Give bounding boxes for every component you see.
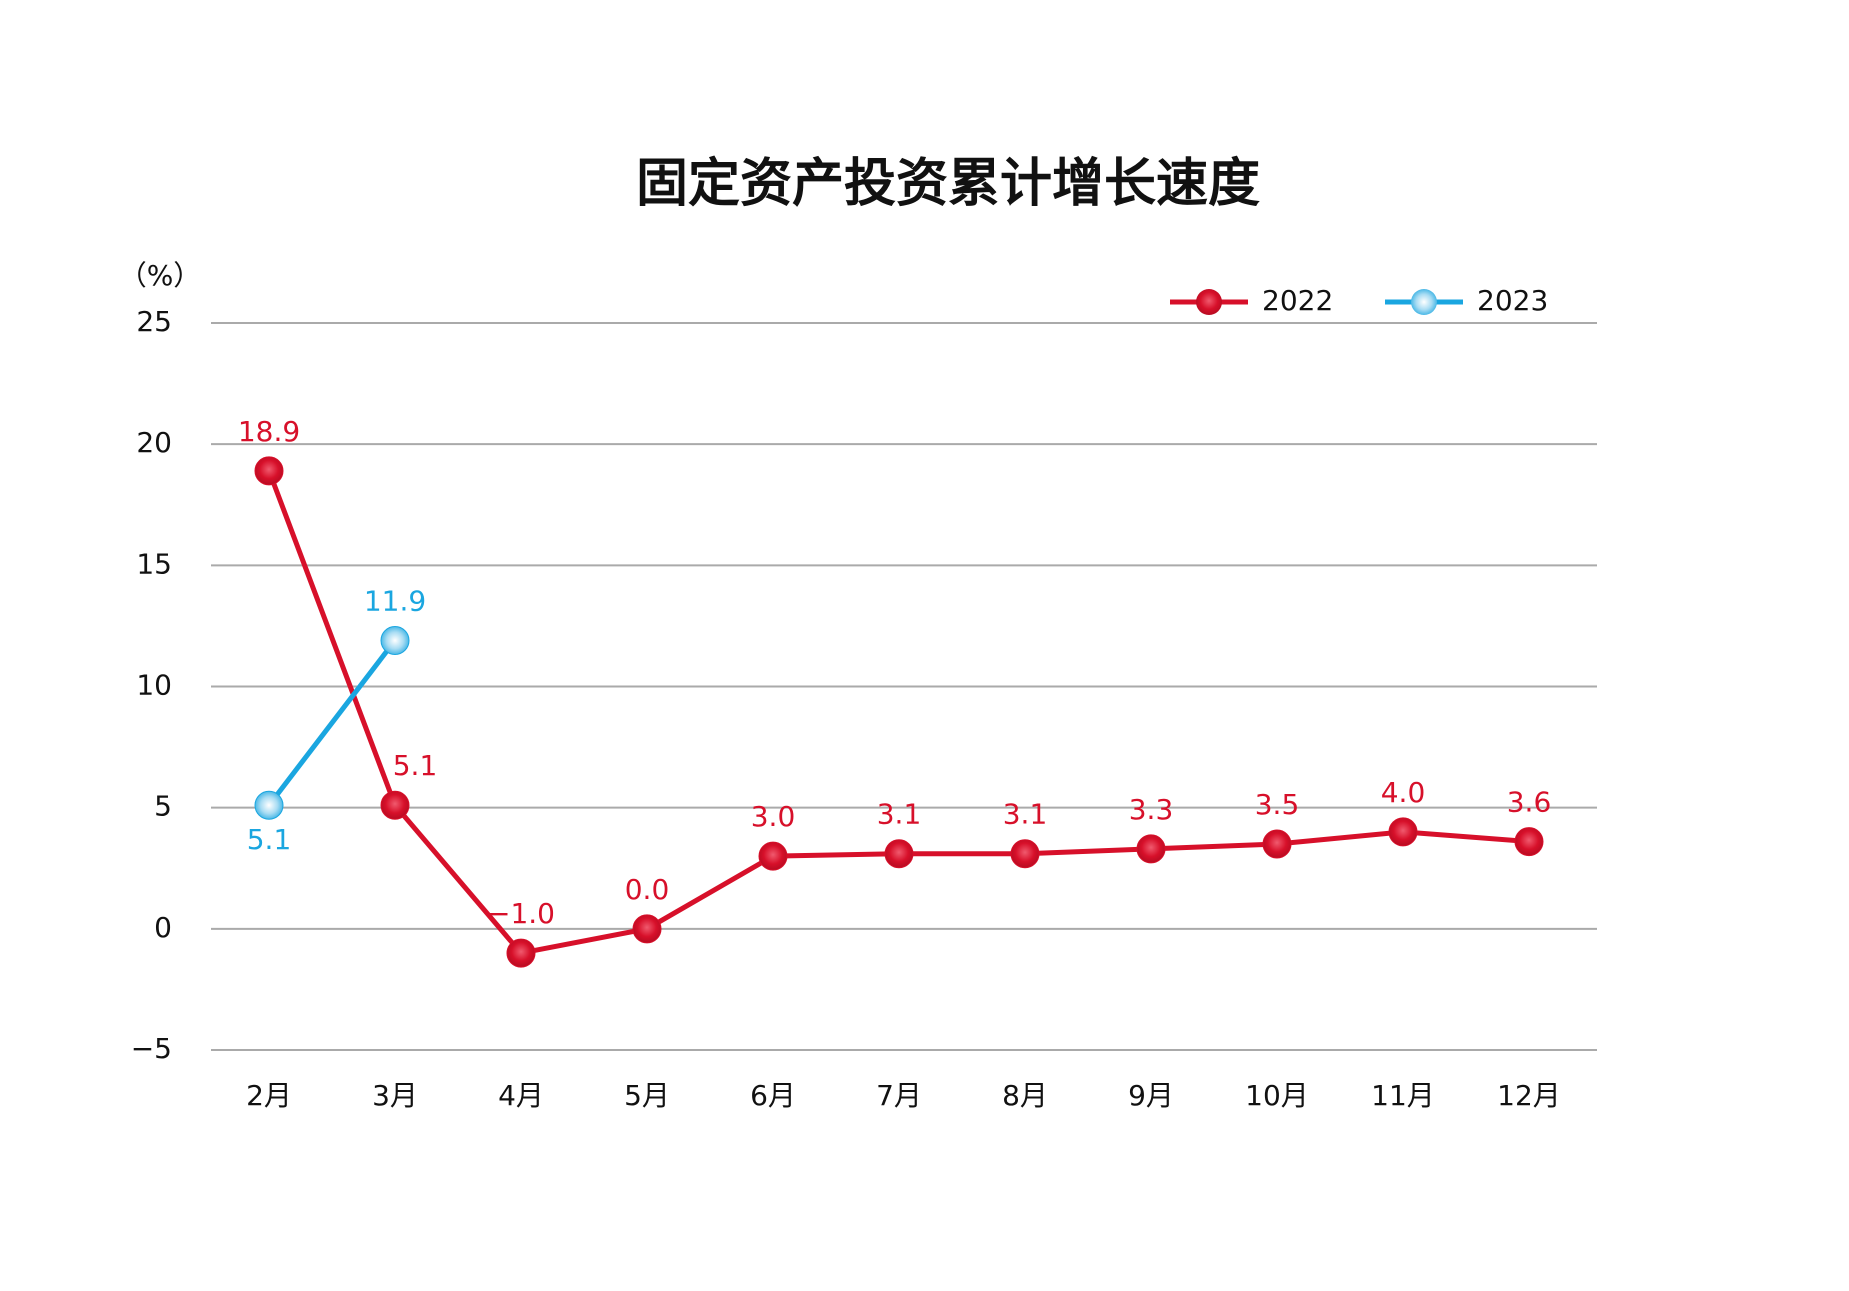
y-tick-label: 10 bbox=[136, 669, 172, 702]
series-line bbox=[266, 469, 1530, 956]
data-label: 3.6 bbox=[1507, 786, 1552, 819]
point bbox=[884, 839, 914, 869]
data-label: 0.0 bbox=[625, 873, 670, 906]
y-tick-label: 25 bbox=[136, 305, 172, 338]
data-label: 4.0 bbox=[1381, 776, 1426, 809]
point bbox=[1010, 839, 1040, 869]
data-label: 3.5 bbox=[1255, 788, 1300, 821]
data-label: 11.9 bbox=[364, 584, 426, 617]
data-label: 3.0 bbox=[751, 800, 796, 833]
legend-marker bbox=[1411, 289, 1437, 315]
y-axis-label: （%） bbox=[119, 259, 202, 292]
x-tick-label: 6月 bbox=[750, 1079, 796, 1112]
x-tick-label: 3月 bbox=[372, 1079, 418, 1112]
x-tick-label: 9月 bbox=[1128, 1079, 1174, 1112]
y-tick-label: 0 bbox=[154, 911, 172, 944]
point bbox=[1388, 817, 1418, 847]
data-label: 3.1 bbox=[877, 798, 922, 831]
point bbox=[506, 938, 536, 968]
point bbox=[254, 790, 284, 820]
legend-marker bbox=[1196, 289, 1222, 315]
legend-label: 2022 bbox=[1262, 284, 1333, 317]
data-label: 5.1 bbox=[393, 749, 438, 782]
series-line bbox=[267, 638, 397, 807]
point bbox=[1262, 829, 1292, 859]
x-tick-label: 4月 bbox=[498, 1079, 544, 1112]
data-label: 18.9 bbox=[238, 415, 300, 448]
data-label: −1.0 bbox=[487, 897, 555, 930]
data-label: 3.1 bbox=[1003, 798, 1048, 831]
point bbox=[1136, 834, 1166, 864]
x-tick-label: 5月 bbox=[624, 1079, 670, 1112]
point bbox=[1514, 827, 1544, 857]
point bbox=[380, 790, 410, 820]
x-tick-label: 10月 bbox=[1245, 1079, 1309, 1112]
x-tick-label: 8月 bbox=[1002, 1079, 1048, 1112]
y-tick-label: 5 bbox=[154, 790, 172, 823]
point bbox=[758, 841, 788, 871]
point bbox=[254, 456, 284, 486]
data-label: 3.3 bbox=[1129, 793, 1174, 826]
y-tick-label: 20 bbox=[136, 426, 172, 459]
y-tick-label: 15 bbox=[136, 547, 172, 580]
data-label: 5.1 bbox=[247, 823, 292, 856]
x-tick-label: 12月 bbox=[1497, 1079, 1561, 1112]
x-tick-label: 7月 bbox=[876, 1079, 922, 1112]
point bbox=[380, 625, 410, 655]
legend-label: 2023 bbox=[1477, 284, 1548, 317]
y-tick-label: −5 bbox=[131, 1032, 172, 1065]
x-tick-label: 2月 bbox=[246, 1079, 292, 1112]
point bbox=[632, 914, 662, 944]
x-tick-label: 11月 bbox=[1371, 1079, 1435, 1112]
chart-title: 固定资产投资累计增长速度 bbox=[636, 154, 1260, 214]
